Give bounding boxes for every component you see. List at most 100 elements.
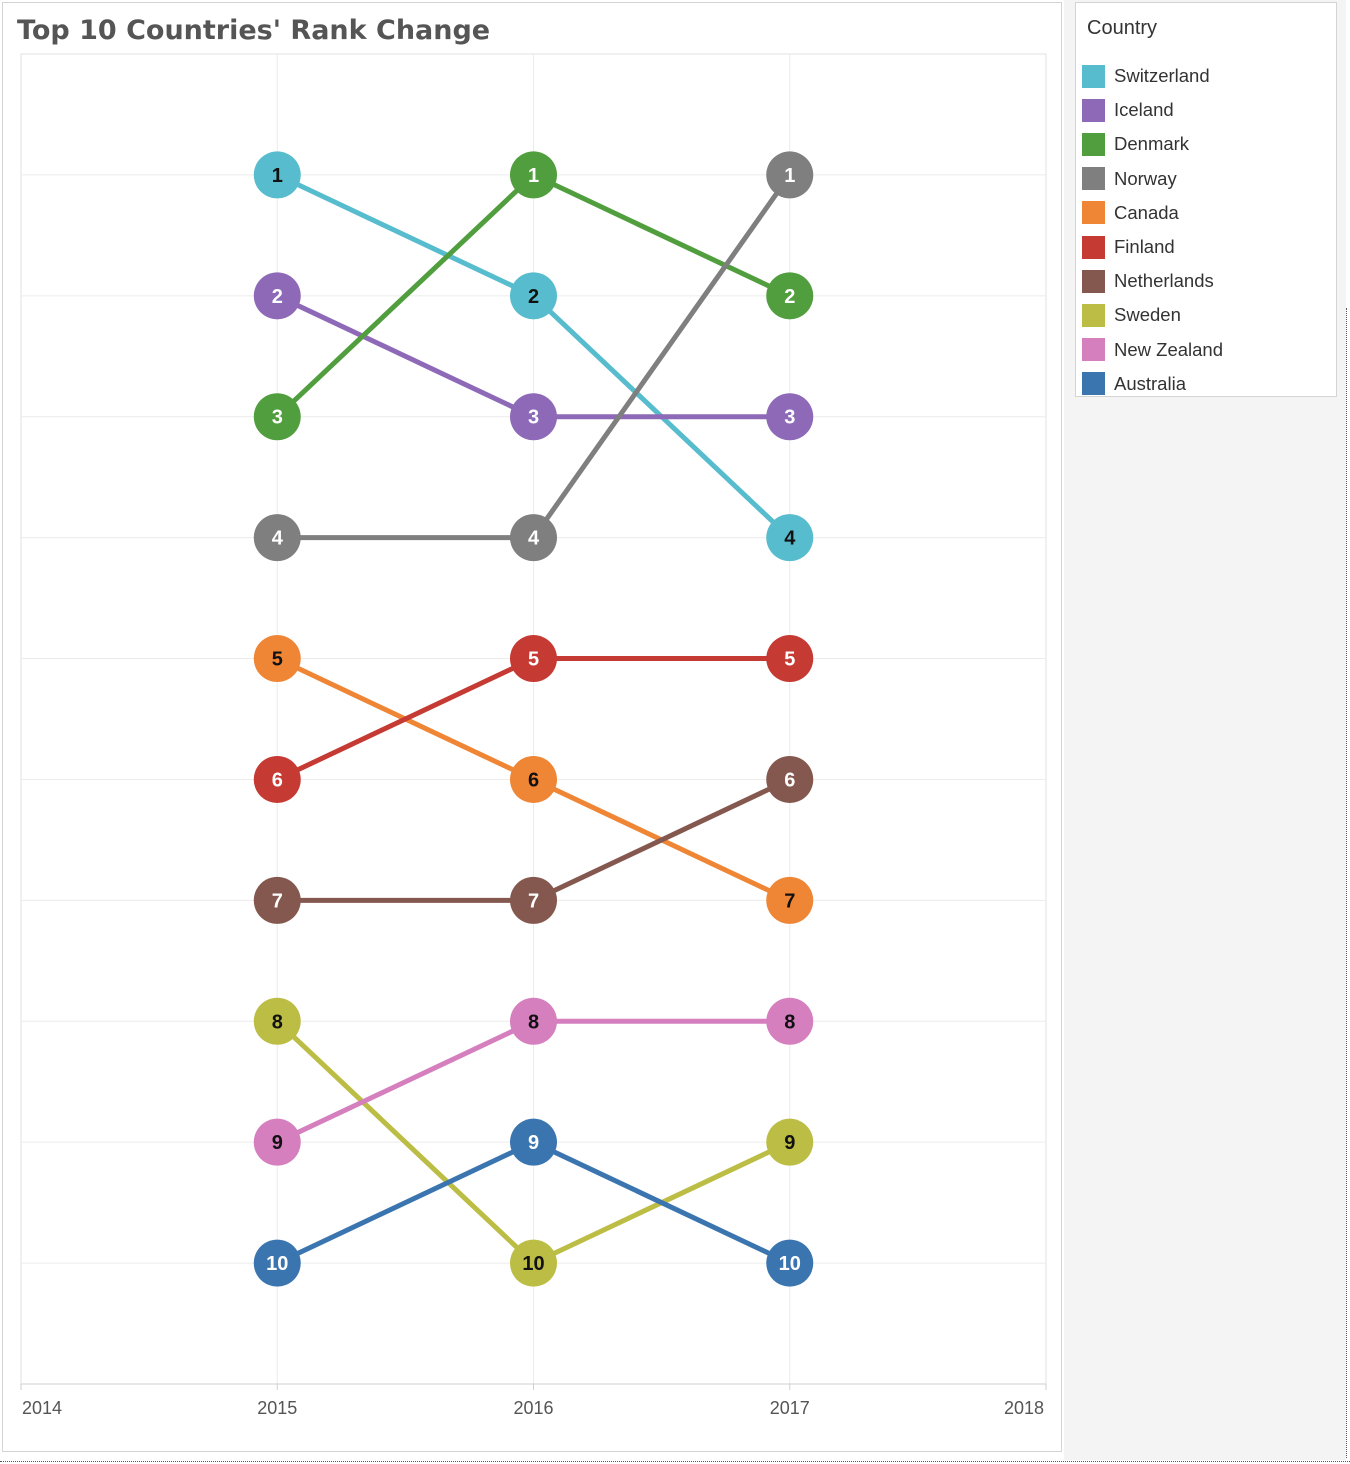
point-label: 7 <box>784 890 795 912</box>
point-iceland-2017[interactable] <box>766 393 814 441</box>
point-label: 2 <box>528 286 539 308</box>
selection-border-bottom <box>0 1461 1350 1462</box>
point-label: 9 <box>784 1132 795 1154</box>
chart-panel: Top 10 Countries' Rank Change <box>2 2 1062 1452</box>
point-sweden-2017[interactable] <box>766 1118 814 1166</box>
series-points: 1 2 4 2 3 3 3 1 2 4 4 1 5 6 7 6 5 5 7 7 6 8 10 9 9 8 8 10 9 10 <box>253 151 814 1287</box>
point-label: 5 <box>528 649 539 671</box>
point-netherlands-2015[interactable] <box>253 876 301 924</box>
legend-item-finland[interactable]: Finland <box>1082 230 1223 264</box>
point-label: 7 <box>272 890 283 912</box>
point-label: 4 <box>272 528 284 550</box>
point-label: 5 <box>272 649 283 671</box>
x-tick-label: 2018 <box>1004 1398 1044 1418</box>
point-netherlands-2017[interactable] <box>766 755 814 803</box>
point-canada-2017[interactable] <box>766 876 814 924</box>
point-label: 3 <box>784 407 795 429</box>
x-tick-label: 2017 <box>770 1398 810 1418</box>
legend-swatch <box>1082 132 1105 156</box>
x-tick-label: 2015 <box>257 1398 297 1418</box>
legend-item-australia[interactable]: Australia <box>1082 367 1223 401</box>
point-australia-2015[interactable] <box>253 1239 301 1287</box>
gridlines <box>20 53 1047 1385</box>
legend-item-norway[interactable]: Norway <box>1082 162 1223 196</box>
legend-label: Switzerland <box>1114 65 1210 87</box>
legend-label: Denmark <box>1114 133 1190 155</box>
legend-item-canada[interactable]: Canada <box>1082 196 1223 230</box>
point-label: 1 <box>528 165 539 187</box>
point-finland-2016[interactable] <box>510 635 557 683</box>
point-denmark-2017[interactable] <box>766 272 814 320</box>
point-label: 8 <box>272 1011 283 1033</box>
point-iceland-2015[interactable] <box>253 272 301 320</box>
point-label: 9 <box>528 1132 539 1154</box>
point-label: 3 <box>272 407 283 429</box>
legend-label: Canada <box>1114 201 1179 223</box>
point-canada-2016[interactable] <box>510 755 557 803</box>
point-label: 1 <box>784 165 795 187</box>
legend-item-sweden[interactable]: Sweden <box>1082 298 1223 332</box>
point-sweden-2016[interactable] <box>510 1239 557 1287</box>
legend-swatch <box>1082 64 1105 88</box>
point-norway-2015[interactable] <box>253 514 301 562</box>
point-netherlands-2016[interactable] <box>510 876 557 924</box>
selection-border-right <box>1346 308 1347 1458</box>
x-tick-label: 2016 <box>513 1398 553 1418</box>
point-new-zealand-2016[interactable] <box>510 997 557 1045</box>
point-new-zealand-2015[interactable] <box>253 1118 301 1166</box>
point-finland-2017[interactable] <box>766 635 814 683</box>
legend-swatch <box>1082 303 1105 327</box>
legend-swatch <box>1082 269 1105 293</box>
point-new-zealand-2017[interactable] <box>766 997 814 1045</box>
legend-swatch <box>1082 201 1105 225</box>
point-switzerland-2015[interactable] <box>253 151 301 199</box>
legend-label: Norway <box>1114 167 1177 189</box>
x-tick-label: 2014 <box>22 1398 62 1418</box>
point-label: 7 <box>528 890 539 912</box>
point-label: 10 <box>266 1253 288 1275</box>
legend-item-new-zealand[interactable]: New Zealand <box>1082 333 1223 367</box>
point-switzerland-2016[interactable] <box>510 272 557 320</box>
legend-list: Switzerland Iceland Denmark Norway Canada Fin… <box>1082 59 1223 401</box>
legend-title: Country <box>1087 17 1158 39</box>
point-label: 9 <box>272 1132 283 1154</box>
legend-item-netherlands[interactable]: Netherlands <box>1082 264 1223 298</box>
point-iceland-2016[interactable] <box>510 393 557 441</box>
x-axis: 2014 2015 2016 2017 2018 <box>20 1383 1047 1418</box>
point-label: 6 <box>272 769 283 791</box>
legend-swatch <box>1082 372 1105 396</box>
legend-label: Iceland <box>1114 99 1174 121</box>
point-label: 4 <box>528 528 540 550</box>
point-label: 1 <box>272 165 283 187</box>
legend-label: Sweden <box>1114 304 1181 326</box>
point-norway-2017[interactable] <box>766 151 814 199</box>
point-denmark-2015[interactable] <box>253 393 301 441</box>
point-label: 4 <box>784 528 796 550</box>
point-label: 2 <box>272 286 283 308</box>
point-label: 3 <box>528 407 539 429</box>
point-switzerland-2017[interactable] <box>766 514 814 562</box>
point-denmark-2016[interactable] <box>510 151 557 199</box>
point-finland-2015[interactable] <box>253 755 301 803</box>
legend-label: Australia <box>1114 372 1186 394</box>
legend-swatch <box>1082 338 1105 362</box>
point-norway-2016[interactable] <box>510 514 557 562</box>
chart-title: Top 10 Countries' Rank Change <box>17 15 491 46</box>
point-label: 6 <box>528 769 539 791</box>
point-sweden-2015[interactable] <box>253 997 301 1045</box>
legend-label: Finland <box>1114 236 1175 258</box>
point-label: 8 <box>528 1011 539 1033</box>
legend-item-denmark[interactable]: Denmark <box>1082 127 1223 161</box>
legend-swatch <box>1082 167 1105 191</box>
point-australia-2017[interactable] <box>766 1239 814 1287</box>
point-canada-2015[interactable] <box>253 635 301 683</box>
point-australia-2016[interactable] <box>510 1118 557 1166</box>
bump-chart: 2014 2015 2016 2017 2018 1 2 4 2 3 3 3 1 2 4 4 1 5 6 7 6 5 5 7… <box>20 53 1047 1418</box>
point-label: 5 <box>784 649 795 671</box>
point-label: 8 <box>784 1011 795 1033</box>
legend-item-switzerland[interactable]: Switzerland <box>1082 59 1223 93</box>
point-label: 2 <box>784 286 795 308</box>
legend-swatch <box>1082 98 1105 122</box>
legend-item-iceland[interactable]: Iceland <box>1082 93 1223 127</box>
point-label: 10 <box>779 1253 801 1275</box>
